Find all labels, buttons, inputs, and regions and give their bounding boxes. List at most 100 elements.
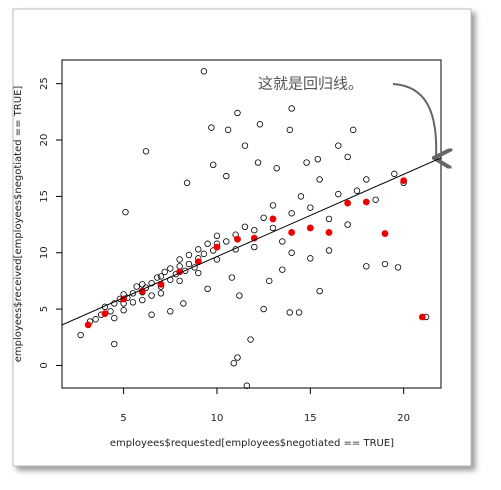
point	[234, 235, 241, 243]
point	[241, 223, 249, 231]
point	[418, 313, 426, 321]
x-tick-label: 15	[304, 413, 317, 424]
point	[372, 196, 379, 203]
point	[180, 300, 187, 307]
point	[122, 208, 129, 216]
point	[314, 155, 321, 163]
point	[344, 199, 352, 207]
x-tick-label: 10	[211, 413, 224, 424]
point	[288, 210, 295, 217]
point	[157, 273, 165, 280]
point	[316, 176, 323, 183]
point	[183, 179, 191, 187]
x-tick-label: 20	[397, 413, 410, 424]
point	[200, 68, 208, 75]
point	[335, 142, 342, 149]
point	[208, 124, 215, 131]
point	[363, 263, 370, 270]
annotation: 这就是回归线。	[258, 75, 363, 93]
annotation-arrow	[392, 83, 436, 158]
point	[111, 314, 118, 322]
point	[260, 214, 267, 222]
point	[204, 240, 211, 247]
point	[288, 229, 296, 236]
point	[213, 232, 221, 240]
point	[279, 238, 286, 245]
point	[325, 247, 333, 254]
point	[236, 292, 243, 299]
point	[353, 187, 361, 194]
point	[243, 382, 251, 389]
point	[400, 177, 408, 185]
point	[139, 281, 146, 288]
point	[133, 283, 140, 290]
point	[362, 198, 370, 206]
point	[120, 307, 127, 314]
point	[154, 274, 161, 281]
point	[185, 251, 193, 259]
point	[210, 247, 217, 254]
point	[256, 121, 264, 128]
y-tick-label: 0	[39, 362, 50, 368]
point	[344, 153, 351, 161]
y-tick-label: 25	[39, 77, 50, 90]
point	[325, 229, 333, 236]
point	[269, 202, 277, 209]
y-tick-label: 20	[39, 134, 50, 147]
point	[306, 224, 314, 232]
point	[381, 260, 389, 268]
point	[335, 190, 342, 198]
y-tick-label: 15	[39, 190, 50, 203]
point	[288, 249, 295, 256]
x-axis-label: employees$requested[employees$negotiated…	[110, 438, 394, 449]
y-axis-label: employees$received[employees$negotiated …	[13, 86, 24, 363]
paper	[12, 8, 472, 467]
point	[167, 265, 174, 272]
point	[234, 354, 241, 361]
point	[129, 299, 137, 306]
point	[195, 246, 202, 253]
point	[325, 215, 333, 223]
point	[224, 126, 232, 134]
point	[307, 204, 314, 211]
point	[167, 308, 174, 315]
point	[185, 260, 193, 268]
point	[84, 321, 92, 329]
y-tick-label: 10	[39, 246, 50, 259]
point	[213, 243, 221, 251]
point	[269, 215, 277, 223]
point	[266, 277, 273, 285]
point	[307, 255, 314, 262]
point	[391, 170, 398, 178]
point	[195, 269, 202, 277]
point	[142, 284, 150, 291]
point	[142, 148, 150, 155]
point	[297, 193, 305, 200]
point	[77, 331, 84, 339]
x-tick-label: 5	[120, 413, 126, 424]
point	[111, 340, 118, 348]
point	[210, 161, 217, 169]
point	[394, 264, 402, 271]
point	[254, 159, 262, 166]
point	[350, 126, 357, 134]
point	[129, 290, 137, 297]
point	[223, 238, 230, 245]
point	[251, 243, 258, 251]
point	[303, 159, 310, 166]
point	[295, 309, 303, 316]
y-tick-label: 5	[39, 306, 50, 312]
point	[363, 176, 370, 183]
point	[148, 279, 155, 287]
point	[157, 290, 165, 297]
point	[139, 296, 146, 304]
point	[148, 311, 155, 318]
point	[223, 172, 230, 180]
point	[204, 285, 211, 293]
point	[241, 142, 249, 149]
plot-area	[77, 68, 430, 389]
point	[251, 226, 258, 234]
point	[234, 109, 241, 117]
point	[176, 256, 183, 263]
